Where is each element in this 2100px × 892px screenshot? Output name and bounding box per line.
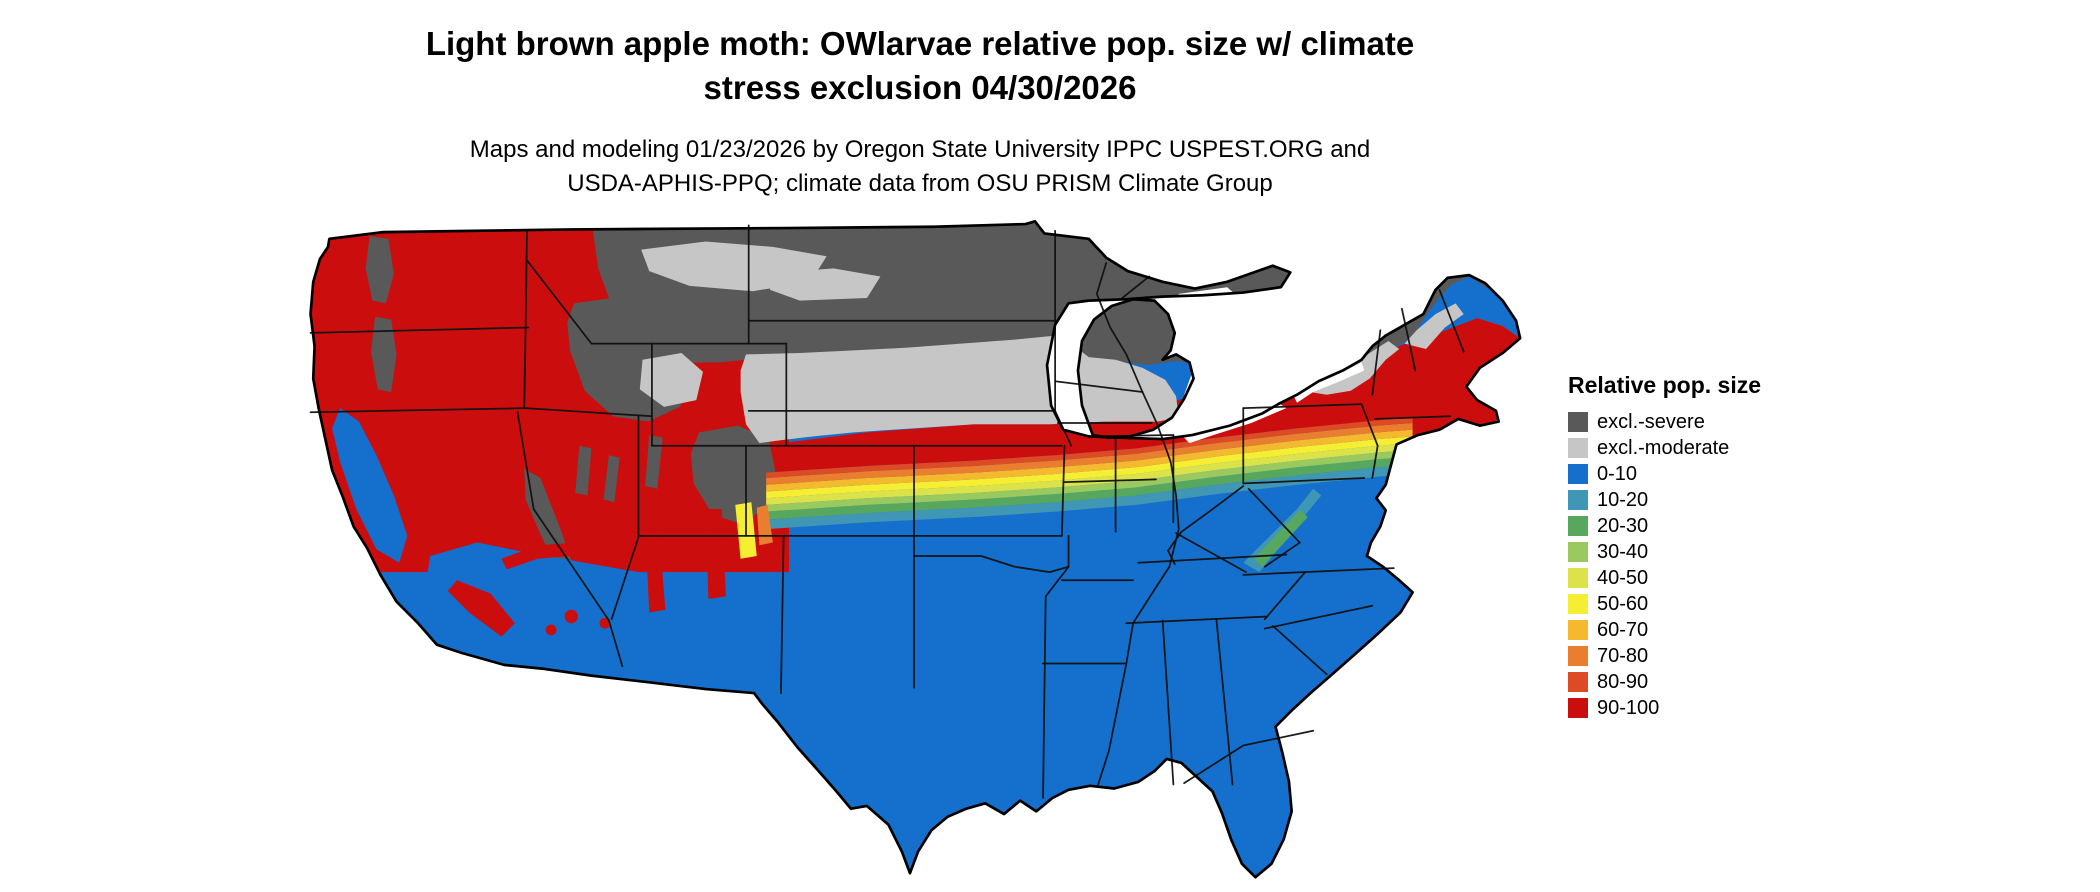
legend-swatch bbox=[1568, 490, 1588, 510]
subtitle: Maps and modeling 01/23/2026 by Oregon S… bbox=[0, 133, 1840, 200]
legend-swatch bbox=[1568, 646, 1588, 666]
legend-item: 50-60 bbox=[1568, 591, 1868, 617]
band-50-60 bbox=[766, 436, 1413, 499]
band-30-40 bbox=[766, 449, 1413, 512]
legend-item: 20-30 bbox=[1568, 513, 1868, 539]
fill-excl-moderate-wyoming-basin bbox=[639, 353, 703, 407]
legend-swatch bbox=[1568, 672, 1588, 692]
band-40-50 bbox=[766, 443, 1413, 505]
fill-low-southwest bbox=[426, 542, 773, 684]
fill-mid-appalachians-green bbox=[1254, 510, 1308, 567]
us-outline bbox=[309, 220, 1522, 879]
legend-swatch bbox=[1568, 542, 1588, 562]
fill-excl-severe-colorado bbox=[690, 425, 776, 524]
legend-item-label: 80-90 bbox=[1597, 670, 1649, 693]
us-map-container bbox=[300, 220, 1528, 892]
legend-item-label: 40-50 bbox=[1597, 566, 1649, 589]
legend-item-label: 0-10 bbox=[1597, 462, 1638, 485]
fill-low-central-valley bbox=[332, 408, 408, 563]
legend-swatch bbox=[1568, 516, 1588, 536]
page-title-line2: stress exclusion 04/30/2026 bbox=[703, 68, 1137, 106]
page-title-line1: Light brown apple moth: OWlarvae relativ… bbox=[425, 25, 1415, 62]
legend-item: 70-80 bbox=[1568, 643, 1868, 669]
fill-excl-severe-cascades-n bbox=[365, 236, 394, 304]
legend-item-label: 90-100 bbox=[1597, 696, 1660, 719]
legend-item: excl.-moderate bbox=[1568, 435, 1868, 461]
legend-swatch bbox=[1568, 594, 1588, 614]
fill-high-sky-island-1 bbox=[564, 609, 578, 624]
legend-item-label: 70-80 bbox=[1597, 644, 1649, 667]
legend-item-label: 50-60 bbox=[1597, 592, 1649, 615]
us-map bbox=[309, 220, 1522, 879]
fill-excl-severe-nevada-1 bbox=[575, 445, 592, 496]
legend-item-label: 30-40 bbox=[1597, 540, 1649, 563]
legend-item: excl.-severe bbox=[1568, 409, 1868, 435]
band-80-90 bbox=[766, 417, 1413, 479]
band-20-30 bbox=[766, 456, 1413, 520]
legend-item-label: 20-30 bbox=[1597, 514, 1649, 537]
legend-item: 30-40 bbox=[1568, 539, 1868, 565]
fill-excl-severe-cascades-s bbox=[371, 316, 397, 393]
band-10-20 bbox=[766, 464, 1413, 530]
fill-high-nm-central bbox=[705, 508, 726, 600]
legend-swatch bbox=[1568, 620, 1588, 640]
lake-ontario bbox=[1293, 362, 1365, 403]
legend-swatch bbox=[1568, 412, 1588, 432]
legend-item: 40-50 bbox=[1568, 565, 1868, 591]
header: Light brown apple moth: OWlarvae relativ… bbox=[0, 22, 1840, 200]
band-60-70 bbox=[766, 429, 1413, 492]
legend-item: 80-90 bbox=[1568, 669, 1868, 695]
legend-items: excl.-severe excl.-moderate 0-10 10-20 20-30… bbox=[1568, 409, 1868, 721]
legend-swatch bbox=[1568, 568, 1588, 588]
legend-item-label: excl.-moderate bbox=[1597, 436, 1730, 459]
gradient-band bbox=[766, 417, 1413, 530]
michigan-outline bbox=[1076, 297, 1195, 440]
fill-high-socal-mountains bbox=[447, 580, 515, 637]
legend-swatch bbox=[1568, 438, 1588, 458]
legend-item: 90-100 bbox=[1568, 695, 1868, 721]
legend-swatch bbox=[1568, 698, 1588, 718]
fill-excl-moderate-dakotas bbox=[766, 268, 881, 301]
legend-item: 0-10 bbox=[1568, 461, 1868, 487]
legend-item-label: excl.-severe bbox=[1597, 410, 1705, 433]
fill-excl-severe-utah bbox=[645, 435, 663, 489]
fill-high-sky-island-3 bbox=[545, 624, 557, 636]
fill-high-nm-west bbox=[645, 526, 666, 613]
fill-high-mogollon-rim bbox=[501, 542, 615, 570]
legend-item-label: 60-70 bbox=[1597, 618, 1649, 641]
fill-excl-severe-nevada-2 bbox=[603, 455, 620, 503]
fill-high-sky-island-2 bbox=[599, 617, 611, 629]
subtitle-line1: Maps and modeling 01/23/2026 by Oregon S… bbox=[469, 136, 1371, 164]
fill-high-east-band bbox=[759, 318, 1521, 473]
legend-item-label: 10-20 bbox=[1597, 488, 1649, 511]
subtitle-line2: USDA-APHIS-PPQ; climate data from OSU PR… bbox=[567, 169, 1273, 197]
legend-item: 60-70 bbox=[1568, 617, 1868, 643]
state-borders bbox=[309, 224, 1465, 799]
legend-title: Relative pop. size bbox=[1568, 372, 1762, 398]
legend-swatch bbox=[1568, 464, 1588, 484]
band-70-80 bbox=[766, 422, 1413, 485]
legend-item: 10-20 bbox=[1568, 487, 1868, 513]
legend: Relative pop. size excl.-severe excl.-mod… bbox=[1568, 372, 1868, 721]
